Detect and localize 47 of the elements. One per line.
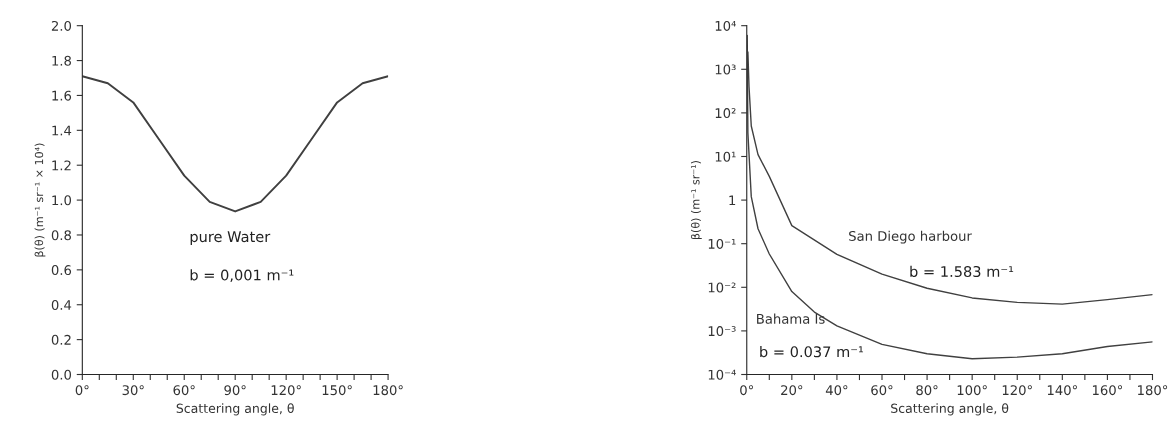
y-tick-label: 1.4 [52,125,72,136]
x-tick-label: 140° [1047,385,1077,396]
y-tick-label: 0.2 [51,334,71,345]
series-label: San Diego harbour [849,230,972,244]
x-tick-label: 100° [957,385,987,396]
y-tick-label: 0.4 [51,299,72,310]
y-tick-label: 1.0 [52,195,72,206]
y-axis-title: β(θ) (m⁻¹ sr⁻¹) [690,160,702,240]
y-tick-label: 10⁴ [715,20,736,31]
x-tick-label: 60° [173,385,195,396]
x-tick-label: 120° [271,385,301,396]
y-tick-label: 0.8 [51,230,71,241]
x-axis-title: Scattering angle, θ [891,403,1009,416]
annotation: b = 1.583 m⁻¹ [910,265,1014,278]
y-tick-label: 1 [729,195,736,206]
x-tick-label: 20° [781,385,803,396]
y-axis-title: β(θ) (m⁻¹ sr⁻¹ × 10⁴) [34,143,46,257]
x-tick-label: 180° [1138,385,1168,396]
y-tick-label: 10⁻⁴ [708,369,736,380]
x-tick-label: 180° [373,385,403,396]
x-tick-label: 30° [122,385,144,396]
y-tick-label: 1.2 [52,160,71,171]
x-tick-label: 160° [1092,385,1123,396]
annotation: b = 0,001 m⁻¹ [190,269,294,283]
x-tick-label: 0° [75,385,89,396]
x-tick-label: 120° [1002,385,1032,396]
x-tick-label: 60° [871,385,893,396]
x-tick-label: 40° [825,385,848,396]
x-axis-title: Scattering angle, θ [176,403,294,416]
y-tick-label: 10⁻² [708,282,736,293]
x-tick-label: 0° [740,385,753,396]
x-tick-label: 150° [322,385,352,396]
y-tick-label: 10³ [715,64,736,75]
x-tick-label: 90° [224,385,246,396]
y-tick-label: 10² [715,108,736,119]
y-tick-label: 1.8 [52,55,71,66]
y-tick-label: 1.6 [52,90,72,101]
y-tick-label: 2.0 [51,20,72,31]
annotation: b = 0.037 m⁻¹ [760,345,864,358]
series-label: Bahama Is [757,313,825,324]
y-tick-label: 0.6 [51,265,72,276]
y-tick-label: 10¹ [715,151,736,162]
y-tick-label: 10⁻¹ [708,238,736,249]
annotation: pure Water [190,231,271,245]
y-tick-label: 10⁻³ [708,326,736,337]
x-tick-label: 80° [916,385,938,396]
y-tick-label: 0.0 [51,369,72,380]
